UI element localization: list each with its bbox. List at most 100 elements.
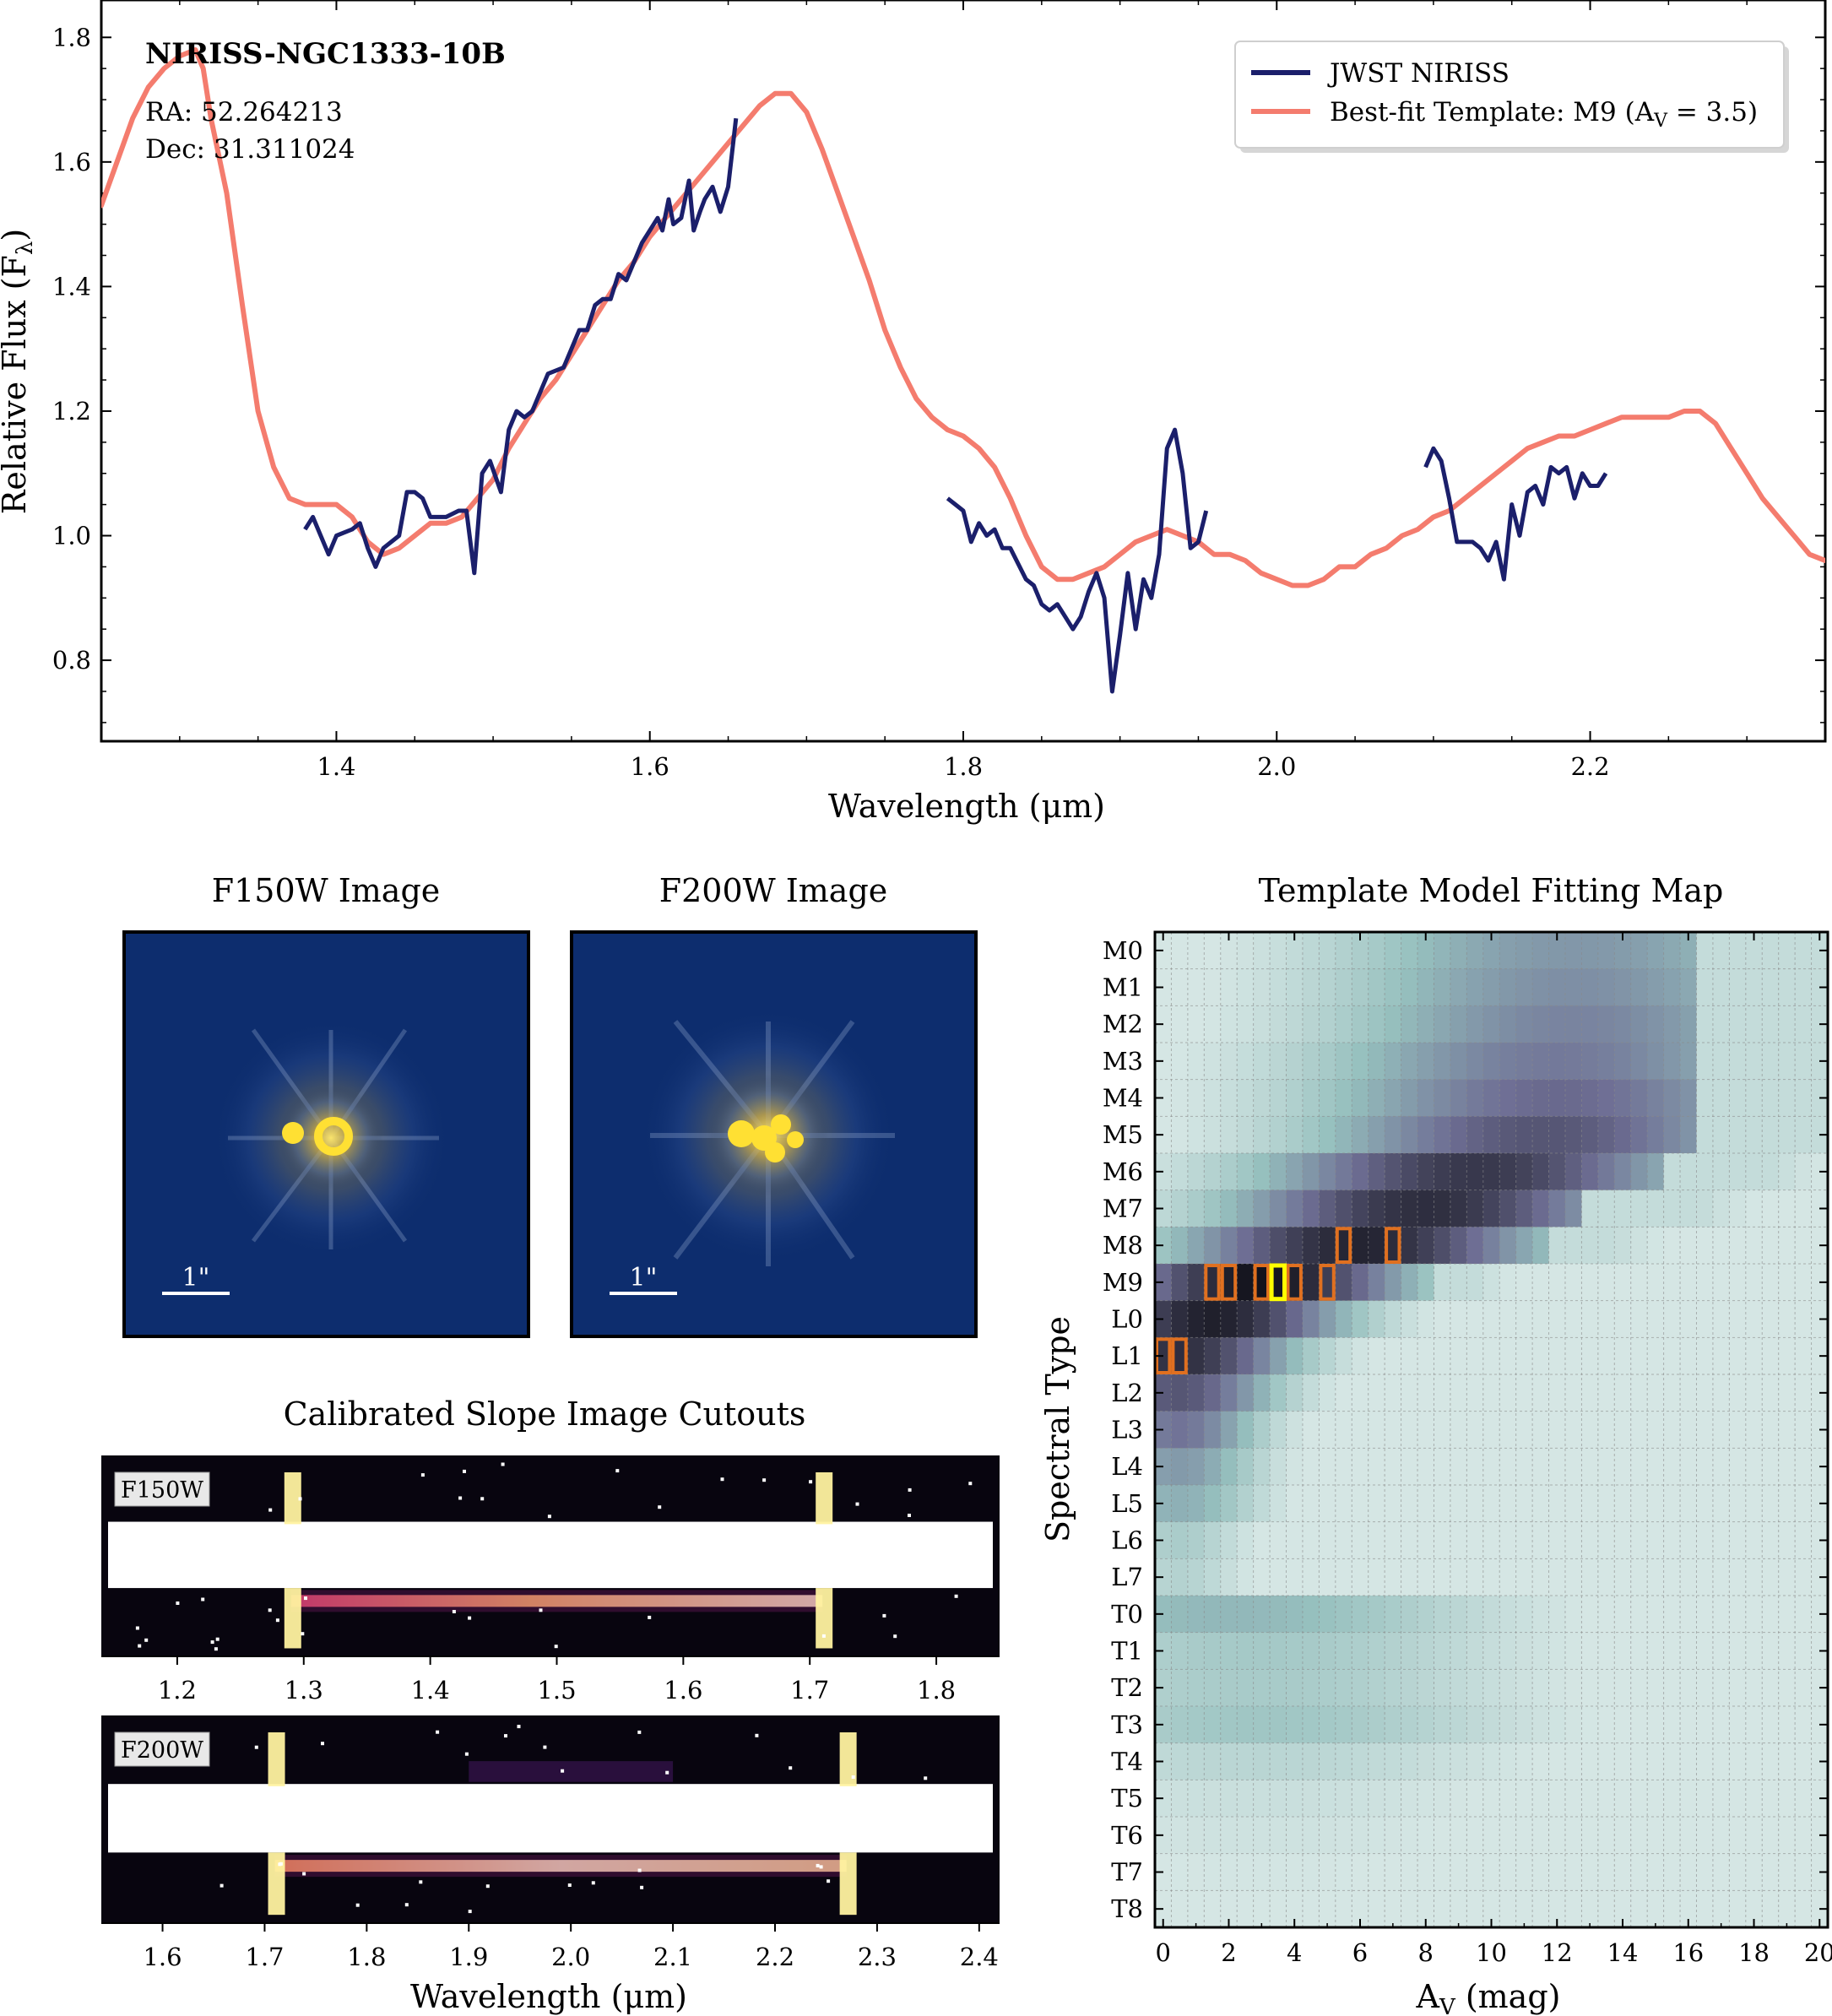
heatmap-cell (1795, 1596, 1813, 1634)
heatmap-cell (1385, 1632, 1402, 1670)
heatmap-xtick-label: 0 (1155, 1938, 1170, 1967)
cutout-trace (274, 1860, 847, 1872)
heatmap-cell (1352, 1411, 1369, 1449)
heatmap-cell (1466, 1374, 1484, 1412)
heatmap-cell (1204, 1669, 1222, 1707)
heatmap-cell (1614, 1521, 1632, 1559)
heatmap-cell (1745, 1817, 1763, 1855)
cutout-hot-pixel (637, 1730, 642, 1734)
heatmap-cell (1548, 1300, 1566, 1338)
cutout-faint-emission (469, 1761, 674, 1782)
heatmap-cell (1204, 1264, 1222, 1302)
heatmap-cell (1663, 1153, 1681, 1191)
heatmap-cell (1171, 1005, 1189, 1043)
good-fit-marker (1385, 1227, 1401, 1265)
heatmap-cell (1270, 1742, 1287, 1780)
heatmap-cell (1499, 1596, 1517, 1634)
heatmap-cell (1434, 1374, 1451, 1412)
heatmap-cell (1302, 1079, 1320, 1117)
heatmap-cell (1729, 1669, 1747, 1707)
heatmap-cell (1237, 932, 1255, 970)
heatmap-cell (1696, 1411, 1714, 1449)
heatmap-cell (1450, 1890, 1467, 1928)
heatmap-cell (1564, 1558, 1583, 1596)
cutout-edge-glow-bottom (268, 1852, 285, 1916)
heatmap-cell (1745, 1411, 1763, 1449)
heatmap-cell (1155, 1337, 1173, 1375)
heatmap-cell (1434, 1632, 1451, 1670)
heatmap-cell (1237, 1043, 1255, 1081)
f200w-blob-4 (765, 1142, 785, 1162)
heatmap-cell (1270, 1227, 1287, 1265)
heatmap-cell (1335, 1558, 1352, 1596)
heatmap-cell (1187, 1043, 1205, 1081)
heatmap-cell (1581, 1116, 1599, 1154)
heatmap-cell (1466, 1890, 1484, 1928)
cutout-hot-pixel (762, 1478, 767, 1482)
heatmap-cell (1680, 1817, 1698, 1855)
heatmap-cell (1597, 1153, 1615, 1191)
heatmap-cell (1614, 968, 1632, 1006)
cutout-hot-pixel (501, 1462, 505, 1466)
heatmap-cell (1466, 1005, 1484, 1043)
heatmap-cell (1155, 932, 1173, 970)
heatmap-cell (1187, 1264, 1205, 1302)
heatmap-cell (1548, 1521, 1566, 1559)
heatmap-cell (1171, 1300, 1189, 1338)
heatmap-cell (1729, 1411, 1747, 1449)
heatmap-cell (1434, 1079, 1451, 1117)
heatmap-cell (1286, 932, 1304, 970)
heatmap-cell (1663, 1853, 1681, 1891)
heatmap-cell (1597, 1853, 1615, 1891)
heatmap-cell (1729, 1596, 1747, 1634)
cutout-hot-pixel (547, 1515, 551, 1519)
heatmap-cell (1597, 1521, 1615, 1559)
cutout-label: F150W (121, 1477, 203, 1504)
heatmap-cell (1220, 1374, 1238, 1412)
heatmap-cell (1155, 1153, 1173, 1191)
heatmap-cell (1302, 1374, 1320, 1412)
heatmap-cell (1237, 1227, 1255, 1265)
heatmap-cell (1335, 1153, 1352, 1191)
heatmap-cell (1220, 1632, 1238, 1670)
heatmap-cell (1696, 1337, 1714, 1375)
cutout-hot-pixel (301, 1632, 305, 1636)
heatmap-cell (1368, 932, 1385, 970)
heatmap-cell (1482, 1264, 1500, 1302)
heatmap-cell (1401, 1558, 1418, 1596)
fitting-map-y-label: Spectral Type (1039, 1316, 1076, 1542)
heatmap-cell (1450, 1632, 1467, 1670)
heatmap-cell (1482, 1521, 1500, 1559)
heatmap-cell (1614, 1742, 1632, 1780)
heatmap-cell (1302, 1153, 1320, 1191)
heatmap-cell (1385, 1448, 1402, 1486)
heatmap-cell (1696, 1264, 1714, 1302)
heatmap-cell (1220, 1521, 1238, 1559)
heatmap-cell (1368, 1742, 1385, 1780)
heatmap-cell (1352, 1890, 1369, 1928)
heatmap-cell (1499, 1706, 1517, 1744)
heatmap-cell (1335, 1264, 1352, 1302)
heatmap-cell (1696, 1521, 1714, 1559)
heatmap-cell (1417, 1485, 1435, 1523)
heatmap-cell (1335, 1521, 1352, 1559)
heatmap-cell (1450, 1558, 1467, 1596)
heatmap-cell (1187, 1337, 1205, 1375)
heatmap-cell (1532, 1264, 1550, 1302)
heatmap-cell (1482, 1853, 1500, 1891)
heatmap-ytick-label: L0 (1111, 1305, 1143, 1334)
heatmap-cell (1187, 1669, 1205, 1707)
heatmap-cell (1302, 1853, 1320, 1891)
heatmap-cell (1712, 1337, 1730, 1375)
heatmap-cell (1450, 1596, 1467, 1634)
heatmap-cell (1630, 1116, 1648, 1154)
heatmap-cell (1434, 1890, 1451, 1928)
heatmap-cell (1729, 1448, 1747, 1486)
heatmap-cell (1564, 1521, 1583, 1559)
heatmap-cell (1647, 1079, 1665, 1117)
heatmap-cell (1286, 1153, 1304, 1191)
heatmap-cell (1614, 1558, 1632, 1596)
heatmap-cell (1712, 1669, 1730, 1707)
heatmap-cell (1220, 1448, 1238, 1486)
heatmap-cell (1401, 1448, 1418, 1486)
